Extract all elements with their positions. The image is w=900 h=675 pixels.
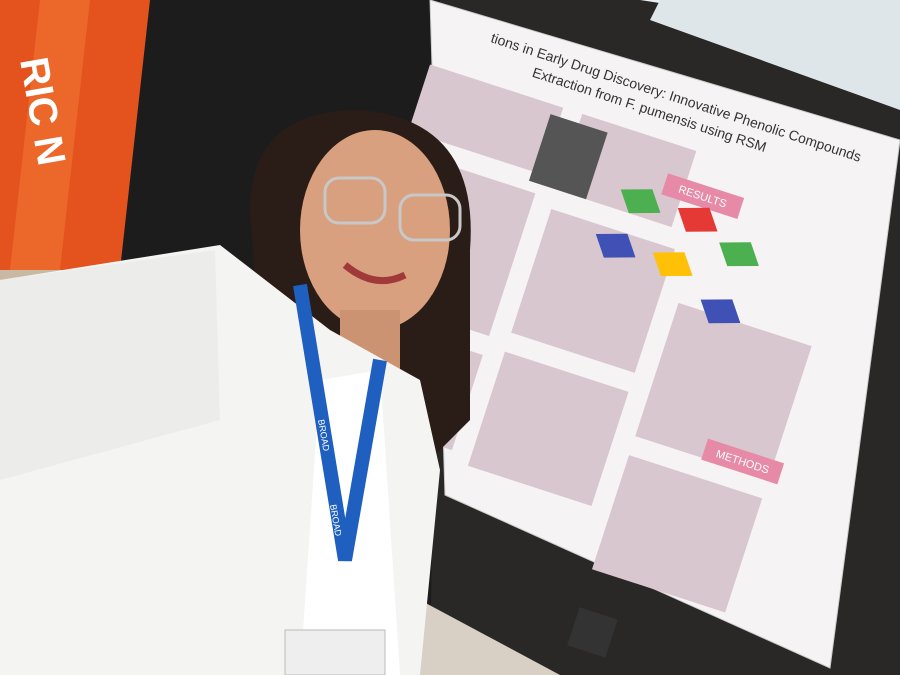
text-blocks	[318, 64, 812, 613]
arm	[0, 250, 220, 480]
surface-plots	[595, 189, 759, 324]
smile	[342, 262, 407, 285]
face	[300, 130, 450, 330]
results-header	[661, 173, 745, 219]
badge	[284, 629, 386, 675]
lanyard	[293, 283, 387, 562]
sign-highlight	[10, 0, 90, 270]
floor-right	[400, 600, 560, 675]
micrograph	[528, 114, 608, 200]
display-panel	[650, 0, 900, 110]
methods-header	[701, 438, 785, 485]
glasses	[323, 176, 462, 242]
qr-code	[567, 607, 618, 658]
